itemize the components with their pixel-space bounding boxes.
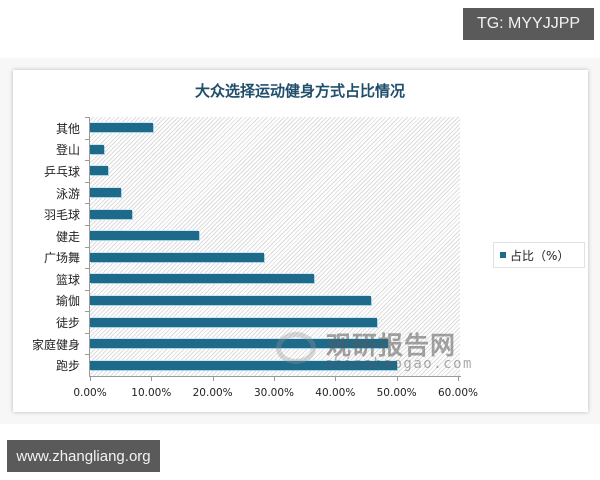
bar bbox=[90, 317, 378, 327]
x-tick bbox=[335, 376, 337, 381]
x-tick-label: 10.00% bbox=[131, 387, 172, 399]
bar bbox=[90, 166, 109, 176]
x-tick bbox=[274, 376, 275, 381]
x-tick-label: 30.00% bbox=[253, 387, 295, 399]
x-tick-label: 0.00% bbox=[73, 387, 107, 399]
bar bbox=[90, 252, 265, 262]
y-tick-label: 健走 bbox=[55, 229, 80, 244]
y-tick bbox=[85, 224, 90, 226]
bar bbox=[90, 295, 371, 305]
chart-title: 大众选择运动健身方式占比情况 bbox=[194, 82, 405, 100]
bar bbox=[90, 209, 132, 219]
watermark-bottom-left: www.zhangliang.org bbox=[7, 440, 160, 472]
watermark-top-right: TG: MYYJJPP bbox=[463, 8, 594, 40]
y-tick bbox=[85, 311, 90, 313]
bar bbox=[90, 123, 154, 133]
y-tick bbox=[85, 138, 90, 140]
y-tick bbox=[85, 203, 90, 205]
y-tick bbox=[85, 289, 90, 291]
x-axis bbox=[89, 376, 461, 377]
y-tick bbox=[85, 332, 90, 334]
x-tick-label: 50.00% bbox=[376, 387, 417, 399]
bar bbox=[90, 231, 200, 241]
x-tick-label: 40.00% bbox=[315, 387, 356, 399]
x-tick bbox=[151, 376, 153, 381]
x-tick bbox=[212, 376, 214, 381]
x-tick-label: 20.00% bbox=[192, 387, 233, 399]
legend: 占比（%） bbox=[493, 242, 585, 268]
y-tick-label: 登山 bbox=[55, 143, 80, 158]
y-tick-label: 其他 bbox=[55, 121, 80, 136]
y-tick-label: 乒乓球 bbox=[43, 164, 80, 179]
y-tick-label: 泳游 bbox=[55, 186, 80, 201]
y-tick-label: 羽毛球 bbox=[43, 208, 80, 223]
x-tick-label: 60.00% bbox=[437, 387, 479, 399]
x-tick bbox=[90, 376, 91, 381]
plot-area bbox=[90, 117, 460, 376]
x-tick bbox=[396, 376, 398, 381]
bar bbox=[90, 274, 314, 284]
bar bbox=[90, 339, 389, 349]
y-tick bbox=[85, 246, 90, 248]
y-tick-label: 跑步 bbox=[55, 359, 80, 374]
y-tick bbox=[85, 160, 90, 162]
y-tick-label: 瑜伽 bbox=[55, 294, 80, 309]
bar bbox=[90, 144, 105, 154]
y-tick bbox=[85, 117, 90, 118]
y-tick-label: 篮球 bbox=[55, 272, 80, 287]
y-tick-label: 徒步 bbox=[55, 316, 80, 331]
y-tick-label: 广场舞 bbox=[43, 251, 80, 266]
x-tick bbox=[458, 376, 459, 381]
legend-label: 占比（%） bbox=[510, 248, 570, 263]
y-tick bbox=[85, 268, 90, 270]
y-tick-label: 家庭健身 bbox=[31, 337, 80, 352]
bar bbox=[90, 360, 397, 370]
bar bbox=[90, 188, 122, 198]
y-tick bbox=[85, 181, 90, 183]
y-tick bbox=[85, 354, 90, 356]
legend-swatch-icon bbox=[500, 252, 506, 258]
